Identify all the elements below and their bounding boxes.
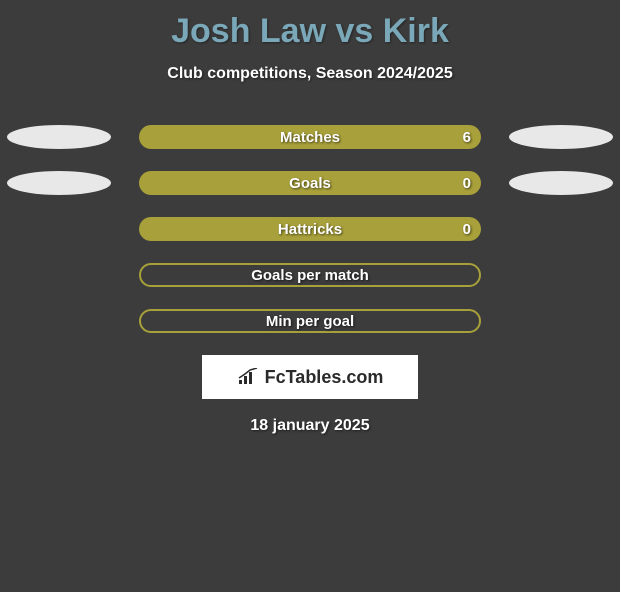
date-text: 18 january 2025 xyxy=(0,417,620,435)
subtitle: Club competitions, Season 2024/2025 xyxy=(0,65,620,83)
stat-row: Min per goal xyxy=(0,309,620,333)
stat-label: Hattricks xyxy=(278,221,342,238)
stat-label: Matches xyxy=(280,129,340,146)
logo-box: FcTables.com xyxy=(202,355,418,399)
stat-label: Min per goal xyxy=(266,313,354,330)
stat-bar-hattricks: Hattricks 0 xyxy=(139,217,481,241)
stat-bar-min-per-goal: Min per goal xyxy=(139,309,481,333)
stat-row: Goals per match xyxy=(0,263,620,287)
logo: FcTables.com xyxy=(237,367,384,388)
stat-value: 6 xyxy=(463,129,471,146)
stat-label: Goals per match xyxy=(251,267,369,284)
stat-row: Goals 0 xyxy=(0,171,620,195)
stat-bar-goals: Goals 0 xyxy=(139,171,481,195)
left-ellipse xyxy=(7,125,111,149)
chart-icon xyxy=(237,368,259,386)
stat-value: 0 xyxy=(463,175,471,192)
stat-row: Matches 6 xyxy=(0,125,620,149)
stat-bar-goals-per-match: Goals per match xyxy=(139,263,481,287)
logo-text: FcTables.com xyxy=(265,367,384,388)
page-title: Josh Law vs Kirk xyxy=(0,12,620,51)
right-ellipse xyxy=(509,171,613,195)
stat-label: Goals xyxy=(289,175,331,192)
stats-rows: Matches 6 Goals 0 Hattricks 0 Goals per … xyxy=(0,125,620,333)
stat-row: Hattricks 0 xyxy=(0,217,620,241)
right-ellipse xyxy=(509,125,613,149)
stat-value: 0 xyxy=(463,221,471,238)
stat-bar-matches: Matches 6 xyxy=(139,125,481,149)
left-ellipse xyxy=(7,171,111,195)
